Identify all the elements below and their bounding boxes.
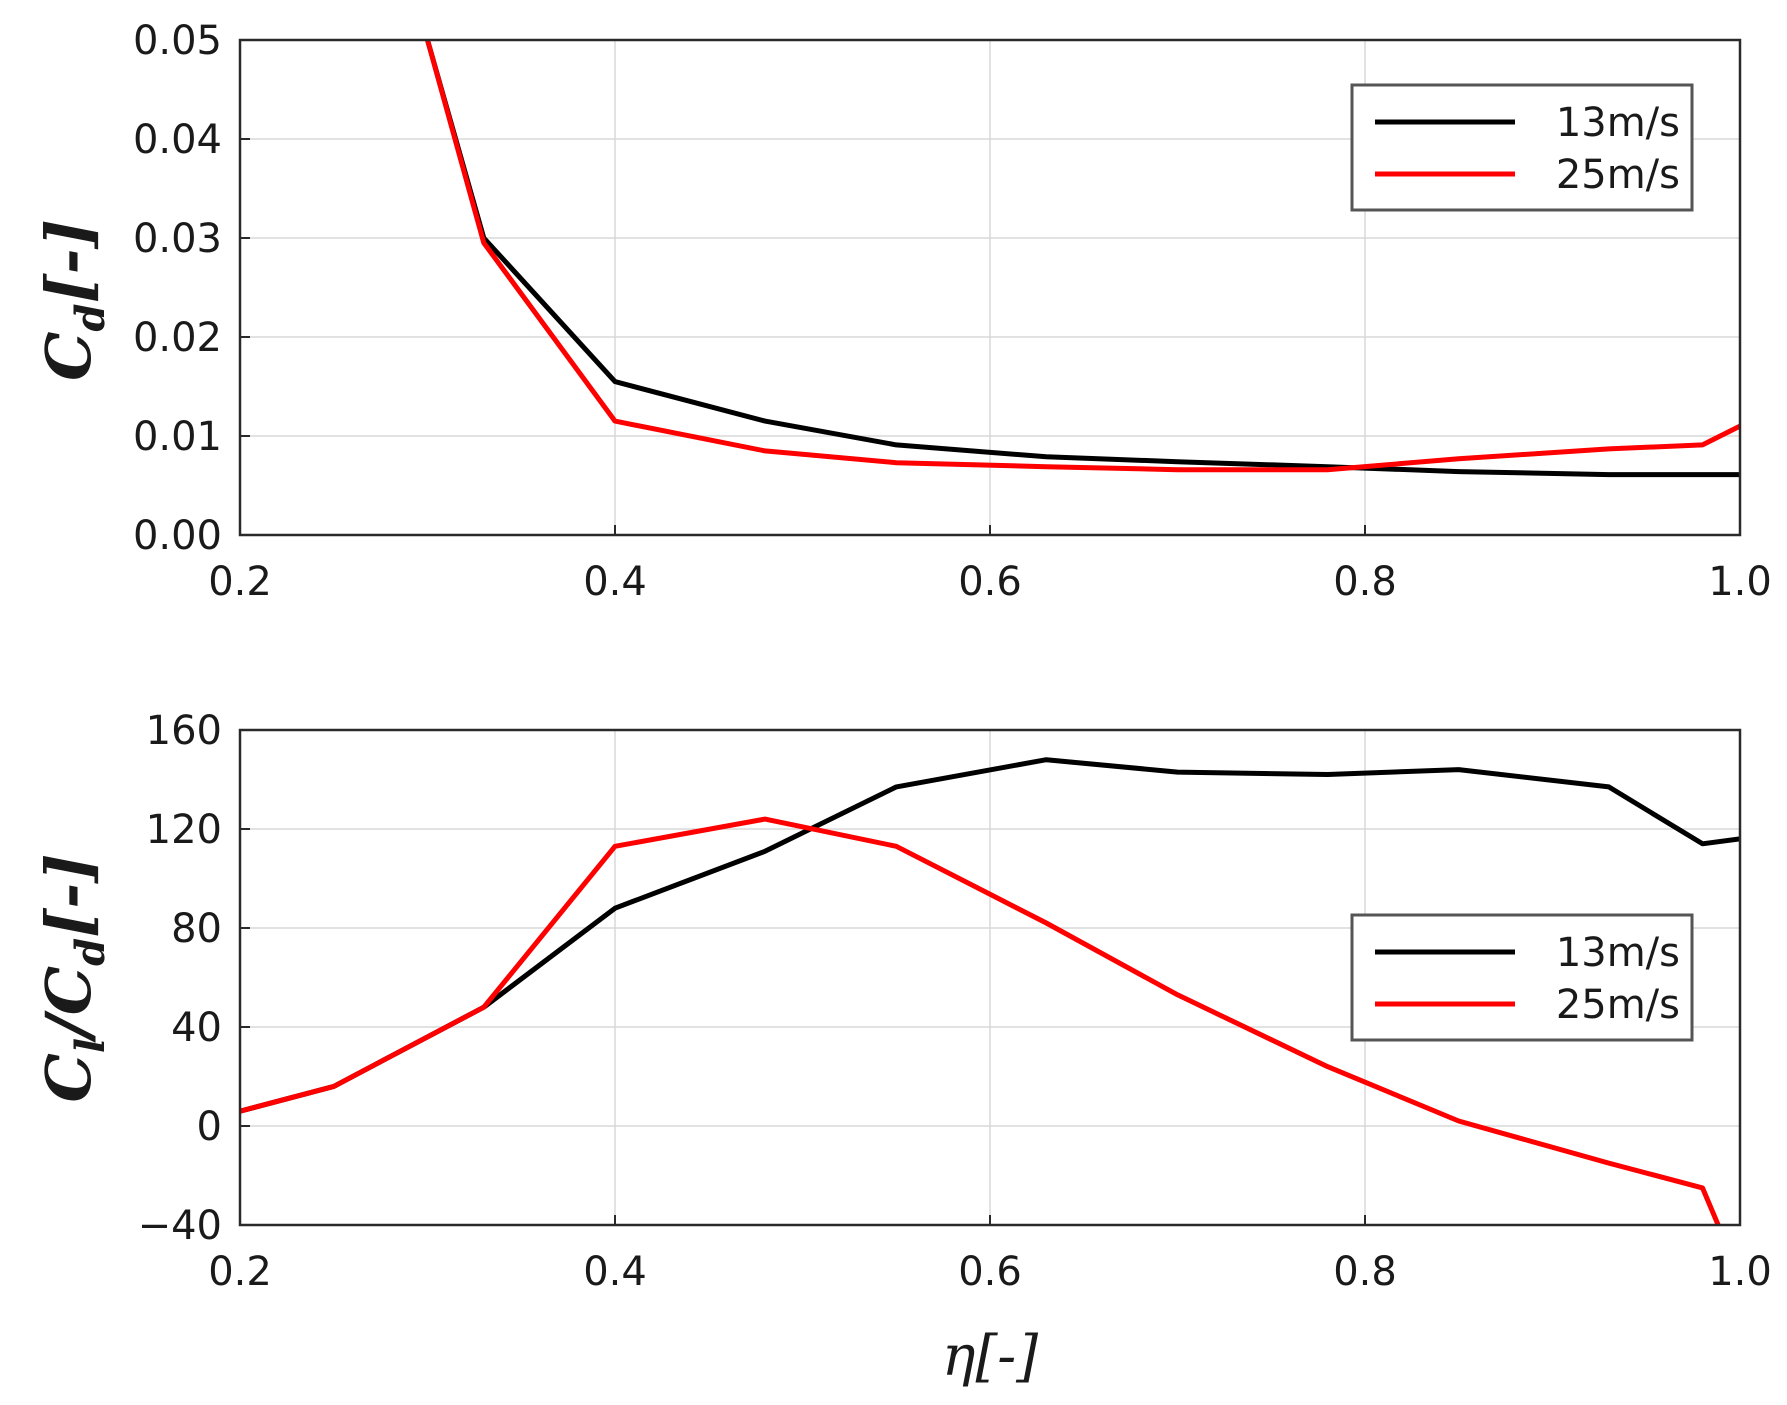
x-tick-label: 1.0	[1708, 559, 1772, 605]
series-bottom	[240, 757, 1740, 1225]
legend-top: 13m/s 25m/s	[1350, 83, 1694, 212]
legend-label-13ms: 13m/s	[1556, 930, 1680, 976]
chart-drag-coefficient: 0.2 0.4 0.6 0.8 1.00.000.010.020.030.040.05 …	[32, 18, 1772, 605]
legend-label-25ms: 25m/s	[1556, 982, 1680, 1028]
series-line-25ms	[424, 40, 1740, 473]
y-axis-label-bottom: Cl/Cd[-]	[32, 854, 114, 1103]
y-tick-label: 0	[197, 1104, 222, 1150]
svg-text:Cl/Cd[-]: Cl/Cd[-]	[32, 854, 114, 1103]
x-tick-label: 0.4	[583, 559, 647, 605]
y-tick-label: 80	[171, 906, 222, 952]
x-tick-label: 0.6	[958, 1249, 1022, 1295]
ticks-bottom: 0.2 0.4 0.6 0.8 1.0 −40 0 40 80 120 160	[138, 708, 1772, 1295]
ticks-top: 0.2 0.4 0.6 0.8 1.0 0.00 0.01 0.02 0.03 0.04 0.05	[133, 18, 1772, 605]
x-tick-label: 1.0	[1708, 1249, 1772, 1295]
y-label-subscript-1: l	[67, 1038, 114, 1053]
y-tick-label: 120	[146, 807, 222, 853]
y-label-main-1: C	[32, 1053, 105, 1102]
legend-label-25ms: 25m/s	[1556, 152, 1680, 198]
chart-lift-drag-ratio: 0.2 0.4 0.6 0.8 1.0 −40 0 40 80 120 160 Cl/Cd[-] η…	[32, 708, 1772, 1389]
x-tick-label: 0.2	[208, 1249, 272, 1295]
y-axis-label-top: Cd[-]	[32, 219, 114, 381]
y-tick-label: 0.04	[133, 117, 222, 163]
y-tick-label: 0.00	[133, 513, 222, 559]
y-label-subscript-2: d	[67, 938, 114, 966]
y-label-unit: [-]	[32, 219, 105, 303]
y-label-subscript: d	[67, 304, 114, 332]
series-line-25ms	[240, 816, 1721, 1225]
y-tick-label: 0.02	[133, 315, 222, 361]
y-tick-label: 40	[171, 1005, 222, 1051]
x-tick-label: 0.8	[1333, 1249, 1397, 1295]
legend-label-13ms: 13m/s	[1556, 100, 1680, 146]
x-axis-label: η[-]	[942, 1324, 1038, 1389]
legend-box	[1350, 83, 1694, 212]
x-tick-label: 0.8	[1333, 559, 1397, 605]
series-top	[424, 40, 1740, 478]
y-tick-label: 0.01	[133, 414, 222, 460]
x-tick-label: 0.2	[208, 559, 272, 605]
y-label-main: C	[32, 332, 105, 381]
y-tick-label: −40	[138, 1203, 222, 1249]
x-tick-label: 0.4	[583, 1249, 647, 1295]
y-tick-label: 160	[146, 708, 222, 754]
x-tick-label: 0.6	[958, 559, 1022, 605]
y-tick-label: 0.03	[133, 216, 222, 262]
legend-box	[1350, 913, 1694, 1042]
y-tick-label: 0.05	[133, 18, 222, 64]
legend-bottom: 13m/s 25m/s	[1350, 913, 1694, 1042]
svg-text:Cd[-]: Cd[-]	[32, 219, 114, 381]
y-label-main-2: /C	[32, 966, 105, 1043]
y-label-unit: [-]	[32, 854, 105, 938]
